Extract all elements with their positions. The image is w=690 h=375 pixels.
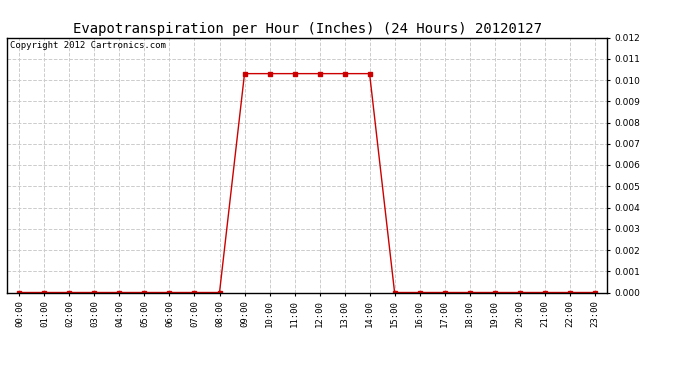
Text: Copyright 2012 Cartronics.com: Copyright 2012 Cartronics.com	[10, 41, 166, 50]
Title: Evapotranspiration per Hour (Inches) (24 Hours) 20120127: Evapotranspiration per Hour (Inches) (24…	[72, 22, 542, 36]
